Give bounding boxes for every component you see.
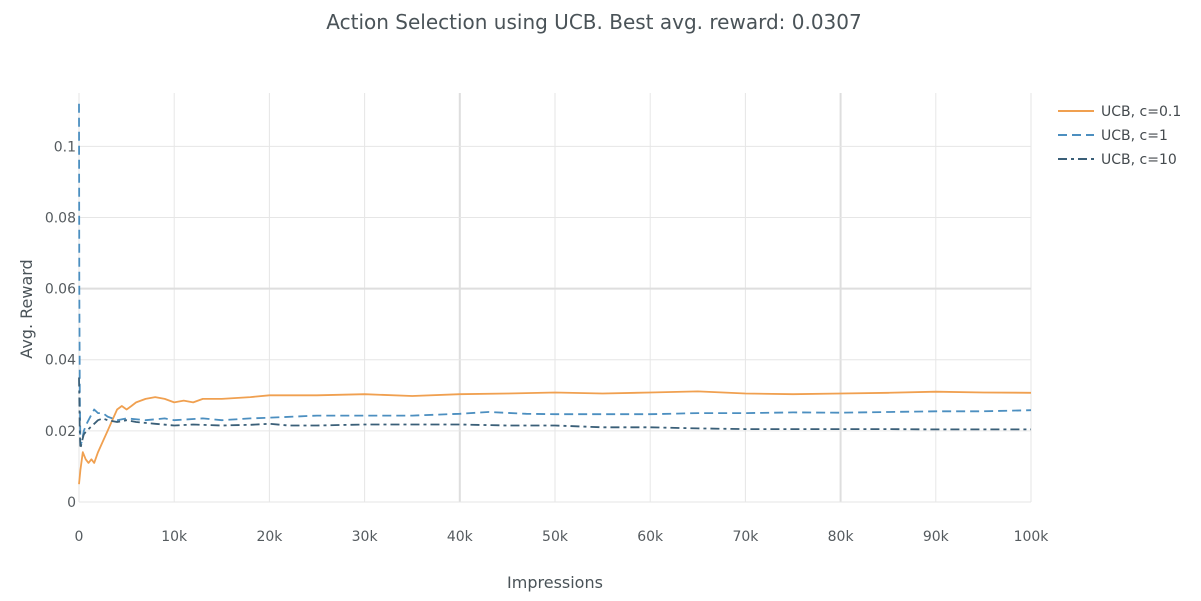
y-tick-label: 0.08 [45,210,76,226]
x-tick-label: 100k [1014,529,1050,545]
grid-layer [78,93,1032,503]
y-tick-label: 0.06 [45,282,76,298]
series-line-1 [78,390,1032,485]
legend: UCB, c=0.1 UCB, c=1 UCB, c=10 [1058,104,1181,168]
series-line-3 [78,377,1031,450]
x-tick-label: 0 [75,529,84,545]
y-tick-label: 0 [67,495,76,511]
x-tick-label: 10k [161,529,188,545]
x-tick-label: 40k [447,529,474,545]
x-tick-label: 70k [732,529,759,545]
chart-title: Action Selection using UCB. Best avg. re… [326,10,861,34]
x-tick-label: 60k [637,529,664,545]
x-tick-label: 80k [828,529,855,545]
legend-label: UCB, c=10 [1101,152,1177,168]
tick-layer: 0 10k 20k 30k 40k 50k 60k 70k 80k 90k 100k 0 0.02 0.0… [45,139,1049,545]
y-tick-label: 0.04 [45,353,76,369]
y-axis-label: Avg. Reward [17,259,36,358]
y-tick-label: 0.1 [54,139,76,155]
x-tick-label: 20k [256,529,283,545]
legend-label: UCB, c=1 [1101,128,1168,144]
x-axis-label: Impressions [507,573,603,592]
series-line-2 [78,103,1032,446]
series-layer [78,103,1032,485]
y-tick-label: 0.02 [45,424,76,440]
x-tick-label: 90k [923,529,950,545]
legend-label: UCB, c=0.1 [1101,104,1181,120]
x-tick-label: 30k [352,529,379,545]
x-tick-label: 50k [542,529,569,545]
